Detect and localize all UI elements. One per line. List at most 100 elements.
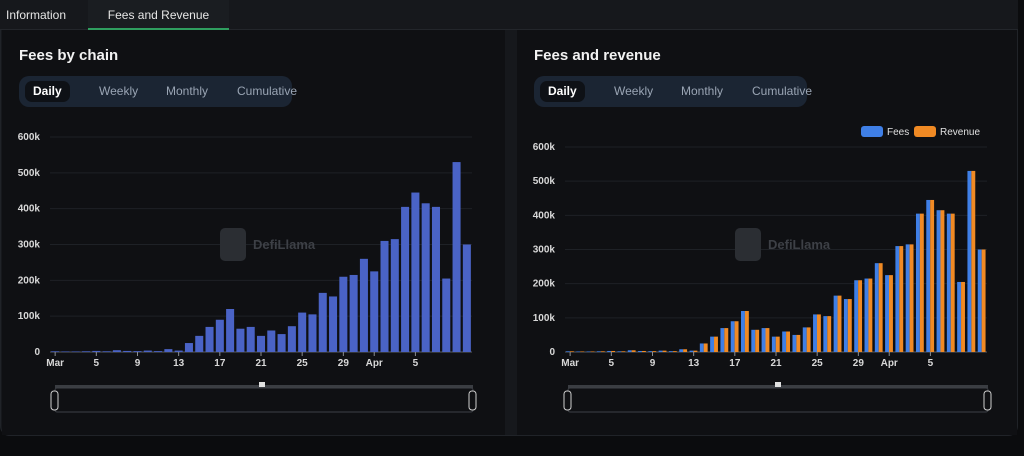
revenue-bar (878, 263, 883, 352)
revenue-bar (714, 336, 718, 352)
revenue-bar (796, 334, 801, 352)
x-tick-label: 25 (812, 358, 824, 369)
bar (452, 162, 461, 352)
fees-bar (689, 350, 694, 352)
revenue-swatch-icon (914, 126, 936, 137)
llama-logo-icon (220, 228, 246, 261)
revenue-bar (600, 351, 605, 352)
fees-bar (957, 281, 962, 352)
revenue-bar (662, 350, 667, 352)
bar (102, 351, 111, 352)
bar (267, 330, 276, 352)
fees-bar (936, 210, 941, 352)
revenue-bar (590, 351, 595, 352)
bar (277, 334, 286, 352)
zoom-slider[interactable] (563, 382, 992, 413)
fees-bar (833, 295, 838, 352)
bar (287, 326, 296, 352)
period-daily[interactable]: Daily (25, 81, 70, 102)
chart-legend: Fees Revenue (861, 126, 980, 138)
revenue-bar (611, 350, 616, 352)
revenue-bar (889, 275, 893, 352)
revenue-bar (755, 329, 760, 352)
revenue-bar (693, 350, 698, 352)
fees-bar (771, 336, 776, 352)
x-tick-label: 17 (729, 358, 741, 369)
bar (390, 239, 399, 352)
bar (236, 328, 245, 352)
fees-bar (607, 350, 612, 352)
chart-title: Fees and revenue (534, 47, 661, 64)
fees-bar (586, 351, 591, 352)
bar (339, 276, 348, 352)
revenue-bar (786, 331, 790, 352)
bar (298, 312, 307, 352)
bar (329, 296, 338, 352)
tab-information[interactable]: Information (6, 8, 67, 22)
bar (411, 192, 420, 352)
period-weekly[interactable]: Weekly (99, 84, 139, 98)
period-cumulative[interactable]: Cumulative (237, 84, 298, 98)
fees-bar (720, 328, 725, 352)
x-tick-label: 29 (338, 358, 350, 369)
fees-bar (977, 249, 982, 352)
x-tick-label: 5 (609, 358, 615, 369)
revenue-bar (899, 246, 904, 352)
bar (133, 351, 142, 352)
slider-left-handle[interactable] (50, 390, 59, 411)
period-weekly[interactable]: Weekly (614, 84, 654, 98)
y-tick-label: 0 (34, 347, 40, 358)
period-monthly[interactable]: Monthly (166, 84, 209, 98)
fees-bar (915, 213, 920, 352)
slider-right-handle[interactable] (983, 390, 992, 411)
revenue-bar (827, 316, 832, 352)
y-tick-label: 200k (18, 275, 41, 286)
fees-bar (751, 329, 756, 352)
revenue-bar (580, 351, 585, 352)
slider-center-grip[interactable] (775, 382, 781, 387)
revenue-bar (652, 351, 657, 352)
x-tick-label: 21 (770, 358, 782, 369)
slider-center-grip[interactable] (259, 382, 265, 387)
x-tick-label: 25 (297, 358, 309, 369)
y-tick-label: 600k (18, 132, 41, 143)
y-tick-label: 100k (533, 313, 556, 324)
period-selector: Daily Weekly Monthly Cumulative (534, 76, 812, 107)
fees-bar (596, 351, 601, 352)
legend-item-revenue[interactable]: Revenue (914, 126, 980, 138)
bar (174, 350, 183, 352)
revenue-bar (641, 350, 646, 352)
x-tick-label: 13 (173, 358, 185, 369)
x-tick-label: 9 (135, 358, 141, 369)
fees-bar (946, 213, 951, 352)
fees-bar (699, 343, 704, 352)
zoom-slider[interactable] (50, 382, 477, 413)
fees-bar (658, 350, 663, 352)
fees-bar (905, 244, 910, 352)
slider-track[interactable] (567, 387, 989, 413)
legend-item-fees[interactable]: Fees (861, 126, 909, 138)
revenue-bar (909, 244, 914, 352)
slider-right-handle[interactable] (468, 390, 477, 411)
revenue-bar (683, 349, 688, 352)
revenue-bar (703, 343, 708, 352)
y-tick-label: 300k (18, 240, 41, 251)
legend-label: Revenue (940, 127, 980, 138)
x-tick-label: 5 (413, 358, 419, 369)
fees-bar (823, 316, 828, 352)
slider-track[interactable] (54, 387, 474, 413)
x-tick-label: 9 (650, 358, 656, 369)
revenue-bar (950, 213, 955, 352)
period-cumulative[interactable]: Cumulative (752, 84, 813, 98)
bar (318, 292, 327, 352)
fees-by-chain-chart: DefiLlama 0 100k 200k 300k 400k 500k 600k Mar 5… (18, 132, 477, 413)
tab-fees-and-revenue[interactable]: Fees and Revenue (88, 0, 229, 30)
fees-bar (576, 351, 581, 352)
period-daily[interactable]: Daily (540, 81, 585, 102)
revenue-bar (724, 328, 729, 352)
fees-bar (926, 199, 931, 352)
x-tick-label: 29 (853, 358, 865, 369)
bar (401, 206, 410, 352)
slider-left-handle[interactable] (563, 390, 572, 411)
period-monthly[interactable]: Monthly (681, 84, 724, 98)
